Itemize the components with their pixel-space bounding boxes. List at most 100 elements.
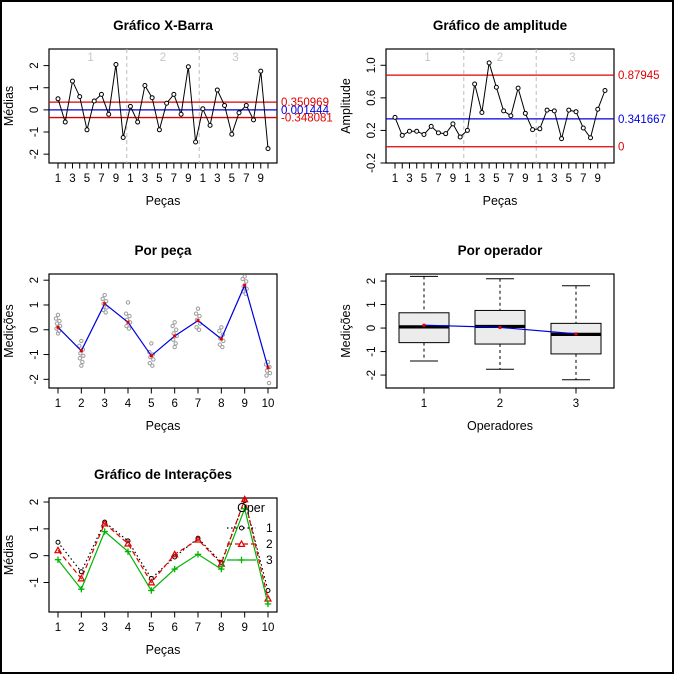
point-marker-circle bbox=[530, 127, 536, 133]
measurement-point bbox=[77, 356, 83, 361]
point-marker-circle bbox=[229, 131, 235, 137]
measurement-point bbox=[150, 363, 155, 368]
group-label: 3 bbox=[232, 52, 238, 64]
by-part-chart-panel: Por peça Peças Medições -2 -1 0 1 2 1 2 3 4 5 6 7 8 9 10 bbox=[0, 225, 337, 450]
measurement-point bbox=[194, 325, 199, 330]
point-marker-circle bbox=[414, 128, 420, 134]
point-marker-triangle bbox=[147, 578, 156, 586]
point-marker-circle bbox=[193, 139, 199, 145]
measurement-point bbox=[240, 276, 245, 282]
x-tick-label: 3 bbox=[406, 173, 412, 185]
interaction-series bbox=[54, 505, 272, 608]
point-marker-circle bbox=[55, 96, 61, 102]
measurement-point bbox=[170, 323, 175, 329]
measurement-point bbox=[100, 296, 105, 301]
by-operator-chart-svg: Por operador Operadores Medições -2 -1 0 1 2 1 2 3 bbox=[339, 243, 615, 433]
box-whisker bbox=[398, 275, 450, 362]
x-tick-label: 5 bbox=[148, 398, 154, 410]
point-marker-triangle bbox=[240, 495, 249, 503]
x-tick-label: 1 bbox=[55, 622, 61, 634]
y-tick-label: -1 bbox=[29, 349, 41, 359]
series-line bbox=[57, 64, 269, 149]
y-tick-label: 1.0 bbox=[366, 57, 378, 73]
point-marker-circle bbox=[127, 103, 133, 109]
point-marker-circle bbox=[258, 68, 264, 74]
by-operator-chart-panel: Por operador Operadores Medições -2 -1 0 1 2 1 2 3 bbox=[337, 225, 674, 450]
limit-value-label: 0.341667 bbox=[618, 114, 666, 126]
point-marker-circle bbox=[251, 117, 257, 123]
measurement-point bbox=[172, 320, 177, 325]
measurement-point bbox=[217, 342, 223, 347]
range-chart-svg: Gráfico de amplitude Peças Amplitude -0.2 0.… bbox=[339, 18, 666, 208]
measurement-point bbox=[127, 313, 132, 319]
x-tick-label: 9 bbox=[185, 173, 191, 185]
point-marker-circle bbox=[399, 132, 405, 138]
x-tick-label: 9 bbox=[241, 398, 247, 410]
x-tick-label: 7 bbox=[171, 173, 177, 185]
y-axis-label: Amplitude bbox=[339, 78, 353, 134]
point-marker-circle bbox=[149, 95, 155, 101]
measurement-point bbox=[264, 373, 269, 378]
mean-point bbox=[243, 283, 247, 287]
measurement-point bbox=[264, 368, 270, 373]
point-marker-circle bbox=[200, 106, 206, 112]
x-tick-label: 7 bbox=[508, 173, 514, 185]
measurement-point bbox=[266, 380, 272, 386]
limit-value-label: 0.87945 bbox=[618, 70, 660, 82]
x-tick-label: 9 bbox=[450, 173, 456, 185]
point-marker-circle bbox=[595, 106, 601, 112]
interaction-series bbox=[53, 495, 273, 602]
series-line bbox=[57, 497, 269, 599]
x-tick-label: 7 bbox=[195, 398, 201, 410]
point-marker-circle bbox=[472, 81, 478, 87]
chart-title: Gráfico de Interações bbox=[94, 467, 232, 482]
group-label: 2 bbox=[160, 52, 166, 64]
measurement-point bbox=[126, 326, 132, 331]
y-tick-label: 2 bbox=[29, 277, 41, 283]
measurement-point bbox=[197, 313, 202, 319]
box-whisker bbox=[550, 285, 602, 381]
point-marker-circle bbox=[106, 111, 112, 117]
measurement-point bbox=[55, 331, 61, 336]
mean-point bbox=[574, 332, 578, 336]
point-marker-circle bbox=[602, 88, 608, 94]
point-marker-circle bbox=[464, 127, 470, 133]
point-marker-triangle bbox=[77, 574, 86, 582]
point-marker-circle bbox=[443, 131, 449, 137]
y-tick-label: -2 bbox=[29, 374, 41, 384]
point-marker-circle bbox=[457, 134, 463, 140]
x-tick-label: 9 bbox=[595, 173, 601, 185]
point-marker-circle bbox=[84, 127, 90, 133]
chart-title: Por peça bbox=[134, 243, 192, 258]
x-tick-label: 7 bbox=[435, 173, 441, 185]
point-marker-circle bbox=[77, 94, 83, 100]
y-axis-label: Médias bbox=[2, 86, 16, 126]
point-marker-circle bbox=[486, 60, 492, 66]
x-tick-label: 10 bbox=[262, 622, 275, 634]
x-tick-label: 9 bbox=[241, 622, 247, 634]
y-tick-label: -2 bbox=[29, 149, 41, 159]
x-tick-label: 9 bbox=[258, 173, 264, 185]
x-tick-label: 7 bbox=[243, 173, 249, 185]
point-marker-circle bbox=[185, 64, 191, 70]
x-tick-label: 9 bbox=[113, 173, 119, 185]
measurement-point bbox=[173, 327, 179, 332]
measurement-point bbox=[147, 361, 153, 366]
y-tick-label: 0 bbox=[29, 107, 41, 113]
x-tick-label: 5 bbox=[566, 173, 572, 185]
point-marker-circle bbox=[156, 127, 162, 133]
x-axis-label: Peças bbox=[146, 194, 181, 208]
measurement-point bbox=[125, 300, 131, 305]
measurement-point bbox=[80, 359, 85, 365]
point-marker-triangle bbox=[237, 539, 246, 547]
y-tick-label: -1 bbox=[366, 346, 378, 356]
mean-point bbox=[103, 302, 107, 306]
point-marker-triangle bbox=[53, 546, 63, 554]
mean-line bbox=[57, 283, 269, 368]
by-part-chart-svg: Por peça Peças Medições -2 -1 0 1 2 1 2 3 4 5 6 7 8 9 10 bbox=[2, 243, 278, 433]
legend-item-label: 1 bbox=[266, 521, 273, 535]
point-marker-circle bbox=[522, 110, 528, 116]
x-tick-label: 1 bbox=[464, 173, 470, 185]
point-marker-circle bbox=[421, 132, 427, 137]
